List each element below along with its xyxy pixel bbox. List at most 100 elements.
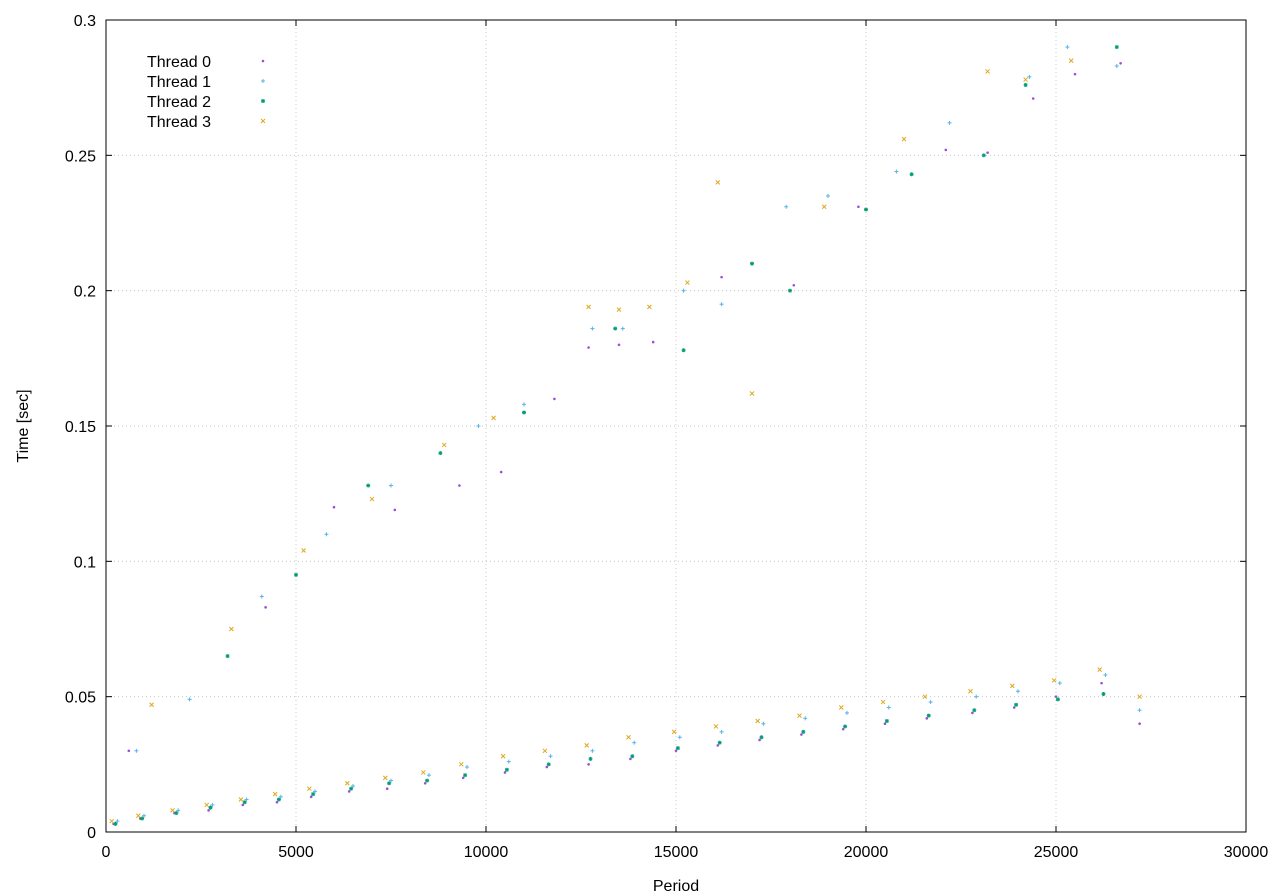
data-point: [880, 699, 886, 705]
data-point: [928, 700, 933, 705]
data-point: [629, 757, 632, 761]
data-point: [427, 773, 431, 778]
data-point: [351, 783, 355, 788]
data-point: [1009, 683, 1015, 689]
data-point: [626, 734, 631, 740]
data-point: [458, 484, 461, 487]
data-point: [1119, 62, 1122, 65]
axis-ticks: 0 5000 10000 15000 20000 25000 30000 0 0.05 0.1 0.…: [65, 13, 1268, 861]
data-point: [324, 532, 329, 537]
data-point: [681, 288, 686, 293]
legend-label: Thread 2: [147, 94, 211, 111]
data-point: [1023, 82, 1028, 87]
y-tick-label: 0.25: [65, 148, 96, 165]
y-tick-label: 0.2: [74, 284, 96, 301]
data-point: [259, 594, 264, 599]
data-point: [750, 261, 754, 266]
y-tick-label: 0.1: [74, 554, 96, 571]
data-point: [685, 280, 690, 285]
data-point: [681, 348, 686, 353]
data-point: [1055, 697, 1060, 702]
data-point: [864, 207, 868, 212]
data-point: [985, 69, 990, 74]
x-tick-label: 15000: [654, 844, 699, 861]
data-point: [149, 702, 154, 708]
data-point: [113, 821, 118, 826]
data-point: [393, 508, 397, 512]
data-point: [788, 288, 792, 293]
data-point: [620, 326, 625, 331]
data-point: [588, 756, 593, 761]
data-point: [140, 816, 145, 821]
data-point: [545, 765, 549, 769]
data-point: [369, 496, 375, 502]
data-point: [803, 716, 808, 721]
data-point: [476, 424, 481, 428]
data-point: [720, 275, 723, 279]
series-thread-3: [109, 58, 1142, 824]
data-point: [522, 410, 526, 415]
data-point: [441, 442, 447, 448]
legend-marker: [261, 59, 265, 63]
data-point: [801, 729, 806, 734]
data-point: [841, 727, 845, 731]
data-point: [677, 735, 682, 740]
data-point: [546, 762, 551, 767]
data-point: [715, 180, 721, 185]
data-point: [1114, 64, 1119, 69]
series-thread-1: [115, 45, 1142, 824]
data-point: [272, 791, 278, 797]
data-point: [425, 778, 430, 783]
data-point: [344, 780, 350, 786]
data-point: [586, 304, 591, 310]
data-point: [1114, 45, 1119, 50]
data-point: [972, 708, 977, 713]
data-point: [309, 795, 313, 799]
data-point: [845, 710, 849, 715]
data-point: [838, 705, 844, 710]
data-point: [420, 770, 426, 775]
data-point: [674, 749, 678, 753]
data-point: [553, 397, 556, 401]
data-point: [944, 148, 948, 152]
data-point: [503, 771, 507, 774]
data-point: [826, 193, 830, 198]
data-point: [225, 654, 230, 659]
data-point: [947, 120, 952, 125]
data-point: [713, 724, 719, 729]
data-point: [1100, 681, 1103, 685]
data-point: [883, 722, 887, 726]
data-point: [1051, 678, 1057, 683]
data-point: [542, 748, 548, 754]
data-point: [901, 136, 907, 142]
data-point: [1137, 708, 1142, 713]
data-point: [1097, 667, 1103, 672]
data-point: [1137, 694, 1142, 700]
legend-marker: [261, 79, 265, 83]
legend-label: Thread 0: [147, 54, 211, 71]
data-point: [613, 326, 618, 331]
data-point: [461, 776, 465, 780]
data-point: [784, 204, 789, 209]
data-point: [389, 483, 393, 488]
data-point: [926, 713, 931, 718]
data-point: [499, 470, 503, 474]
data-point: [584, 743, 590, 748]
series-thread-0: [112, 62, 1141, 826]
data-point: [1054, 695, 1058, 698]
y-tick-label: 0: [87, 825, 96, 842]
data-point: [238, 797, 244, 802]
data-point: [438, 451, 443, 456]
data-point: [749, 391, 755, 396]
data-point: [800, 733, 803, 736]
x-tick-label: 0: [102, 844, 111, 861]
y-tick-label: 0.3: [74, 13, 96, 30]
data-point: [884, 719, 889, 724]
y-tick-label: 0.15: [65, 419, 96, 436]
data-point: [587, 346, 590, 349]
data-point: [504, 767, 509, 772]
data-point: [423, 781, 427, 785]
data-point: [1027, 74, 1032, 79]
data-point: [115, 819, 120, 824]
